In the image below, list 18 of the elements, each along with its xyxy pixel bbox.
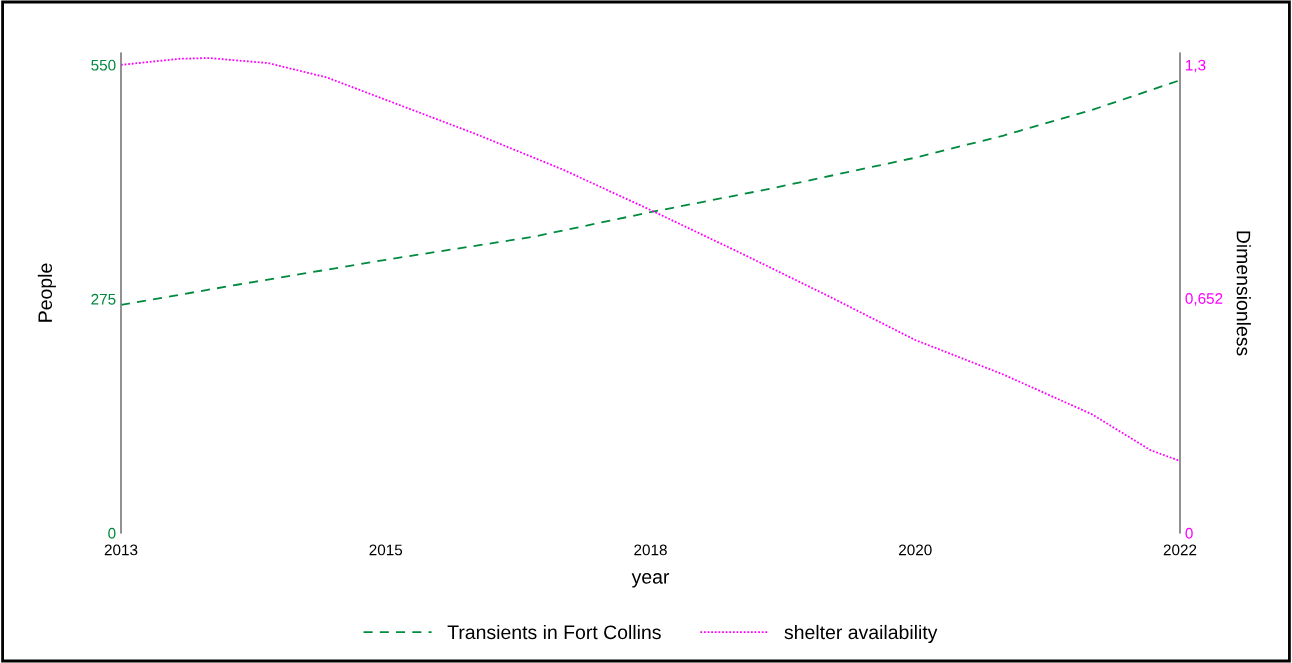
x-tick-label: 2018 bbox=[634, 544, 667, 556]
y-axis-title: People bbox=[37, 263, 56, 322]
y2-tick-label: 1,3 bbox=[1186, 59, 1206, 73]
x-tick-label: 2013 bbox=[104, 544, 138, 556]
x-tick-label: 2022 bbox=[1163, 544, 1197, 556]
y2-axis-title: Dimensionless bbox=[1236, 231, 1251, 356]
legend-label: Transients in Fort Collins bbox=[447, 624, 661, 640]
y-tick-label: 275 bbox=[91, 293, 116, 305]
y-tick-label: 550 bbox=[91, 59, 116, 71]
line-series bbox=[121, 57, 1180, 462]
legend-label: shelter availability bbox=[784, 624, 938, 644]
x-tick-label: 2020 bbox=[899, 544, 932, 556]
y-tick-label: 0 bbox=[108, 527, 116, 539]
line-series bbox=[121, 79, 1180, 306]
x-axis-title: year bbox=[631, 573, 670, 588]
y2-tick-label: 0 bbox=[1185, 527, 1193, 539]
x-tick-label: 2015 bbox=[369, 544, 403, 556]
y2-tick-label: 0,652 bbox=[1185, 293, 1223, 306]
